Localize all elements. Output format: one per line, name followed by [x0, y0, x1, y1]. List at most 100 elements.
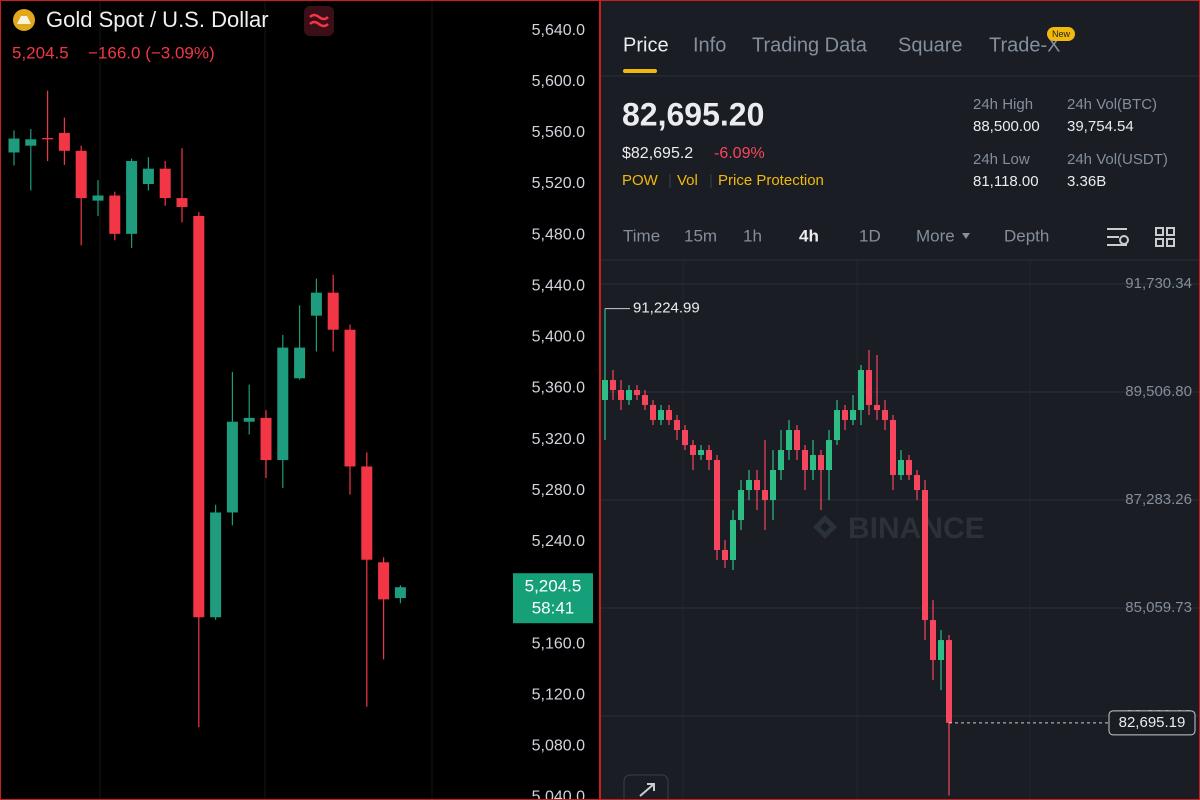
candle-body	[946, 640, 952, 723]
candle-body	[866, 370, 872, 405]
gold-panel	[0, 0, 600, 800]
candle-body	[778, 450, 784, 471]
interval[interactable]: 1h	[743, 226, 762, 245]
candle-body	[930, 620, 936, 661]
settings-icon[interactable]	[1107, 228, 1129, 246]
last-price-label: 5,204.5	[525, 577, 582, 596]
interval[interactable]: Depth	[1004, 226, 1049, 245]
candle-body	[802, 450, 808, 471]
candle-body	[826, 440, 832, 471]
candle-body	[722, 550, 728, 561]
y-tick-label: 91,730.34	[1125, 275, 1192, 292]
settings-icon-gear	[1119, 235, 1129, 245]
candle-body	[159, 168, 171, 199]
candle-body	[361, 466, 373, 560]
btc-panel	[600, 0, 1200, 800]
stat-label: 24h Vol(BTC)	[1067, 96, 1157, 113]
candle-body	[938, 640, 944, 661]
layout-icon-cell	[1155, 238, 1164, 247]
symbol-title: Gold Spot / U.S. Dollar	[46, 7, 269, 32]
tab[interactable]: Price	[623, 34, 669, 56]
candle-body	[243, 417, 255, 422]
tab[interactable]: Trading Data	[752, 34, 868, 56]
settings-icon-lines	[1107, 228, 1127, 246]
y-tick-label: 85,059.73	[1125, 599, 1192, 616]
tab[interactable]: Trade-X	[989, 34, 1061, 56]
candle-body	[344, 329, 356, 467]
candle-body	[698, 450, 704, 456]
tag: Vol	[677, 172, 698, 189]
candle-body	[126, 161, 138, 234]
y-tick-label: 87,283.26	[1125, 491, 1192, 508]
candle-body	[706, 450, 712, 461]
candle-body	[642, 395, 648, 405]
candle-body	[730, 520, 736, 561]
candle-body	[762, 490, 768, 501]
charts: 5,040.05,080.05,120.05,160.05,200.05,240…	[8, 22, 1200, 800]
candle-body	[898, 460, 904, 476]
candle-body	[842, 410, 848, 421]
candle-body	[618, 390, 624, 401]
candle-body	[914, 475, 920, 491]
candle-body	[650, 404, 656, 421]
active-tab-indicator	[623, 69, 657, 73]
candle-body	[378, 562, 390, 600]
btc-change: -6.09%	[714, 145, 765, 162]
candle-body	[193, 215, 205, 618]
candle-body	[92, 195, 104, 201]
last-price-badge	[513, 573, 593, 624]
candle-body	[602, 380, 608, 401]
candle-body	[714, 460, 720, 551]
interval[interactable]: Time	[623, 226, 660, 245]
tab[interactable]: Square	[898, 34, 963, 56]
stat-value: 81,118.00	[973, 173, 1039, 190]
candle-body	[277, 347, 289, 461]
indicator-icon[interactable]	[304, 6, 334, 36]
last-price-box	[1108, 710, 1196, 736]
candle-body	[786, 430, 792, 451]
layout-icon-cell	[1166, 238, 1175, 247]
y-tick-label: 5,040.0	[532, 789, 585, 800]
y-tick-label: 5,640.0	[532, 22, 585, 39]
candle-body	[42, 138, 54, 140]
layout-icon-cell	[1166, 227, 1175, 236]
indicator-icon-glyph	[309, 13, 329, 28]
candle-body	[682, 430, 688, 446]
stat-value: 3.36B	[1067, 173, 1106, 190]
expand-button[interactable]	[623, 774, 669, 800]
stat-label: 24h Low	[973, 151, 1030, 168]
candle-body	[226, 421, 238, 513]
candle-body	[818, 455, 824, 471]
y-tick-label: 5,320.0	[532, 431, 585, 448]
layout-icon[interactable]	[1155, 227, 1175, 247]
stat-label: 24h Vol(USDT)	[1067, 151, 1168, 168]
stat-label: 24h High	[973, 96, 1033, 113]
interval[interactable]: 4h	[799, 226, 819, 245]
candle-body	[75, 150, 87, 199]
candle-body	[176, 198, 188, 208]
layout-icon-cell	[1155, 227, 1164, 236]
candle-body	[8, 138, 20, 153]
candle-body	[738, 490, 744, 521]
y-tick-label: 5,360.0	[532, 380, 585, 397]
candle-body	[109, 195, 121, 234]
tab[interactable]: Info	[693, 34, 726, 56]
interval[interactable]: 1D	[859, 226, 881, 245]
gold-change: −166.0 (−3.09%)	[88, 43, 215, 62]
tab-bar: Price Info Trading Data Square Trade-X	[623, 34, 1061, 56]
candle-body	[874, 404, 880, 411]
candle-body	[58, 132, 70, 151]
stat-value: 39,754.54	[1067, 118, 1134, 135]
interval[interactable]: More	[916, 226, 955, 245]
more-caret	[962, 233, 970, 239]
gold-price: 5,204.5	[12, 43, 69, 62]
y-tick-label: 5,600.0	[532, 73, 585, 90]
candle-body	[666, 410, 672, 421]
candle-body	[922, 490, 928, 621]
candle-body	[658, 410, 664, 421]
candle-body	[634, 390, 640, 396]
new-badge	[1047, 27, 1075, 41]
interval[interactable]: 15m	[684, 226, 717, 245]
watermark-logo	[813, 515, 837, 539]
